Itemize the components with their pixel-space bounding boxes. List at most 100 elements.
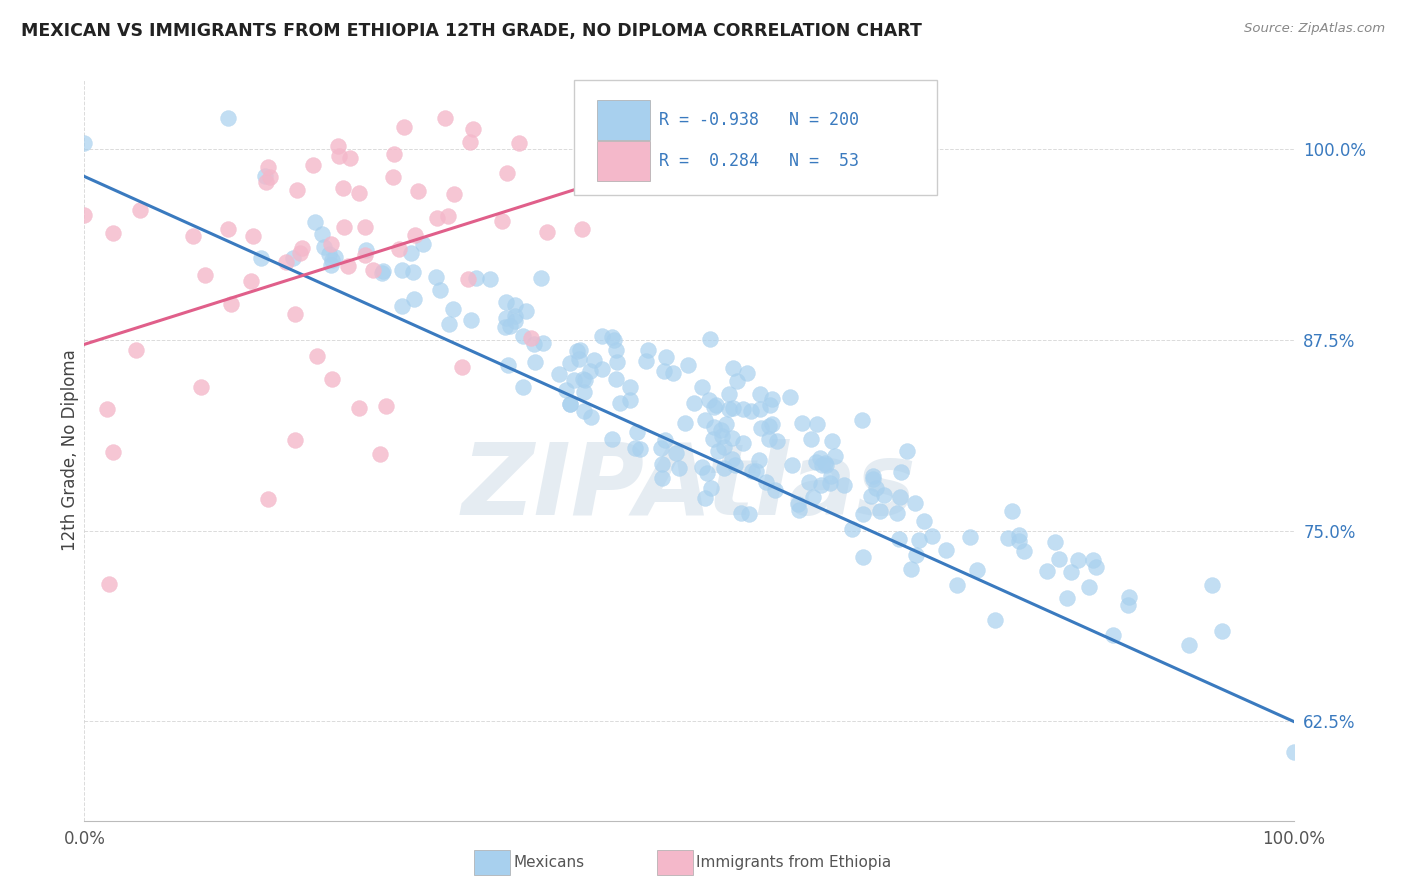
Point [1056, 591, 1078, 605]
Point [761, 392, 783, 407]
Point [721, 452, 744, 467]
Point [824, 449, 846, 463]
Point [373, 264, 395, 278]
Point [307, 349, 329, 363]
Point [1060, 566, 1083, 580]
Point [890, 465, 912, 479]
Point [690, 460, 713, 475]
Point [512, 380, 534, 394]
Point [285, 183, 308, 197]
Point [603, 333, 626, 347]
Point [284, 307, 307, 321]
Point [281, 252, 304, 266]
FancyBboxPatch shape [598, 141, 650, 181]
Point [328, 149, 350, 163]
Point [723, 361, 745, 376]
Point [259, 169, 281, 184]
Point [579, 410, 602, 425]
Point [571, 372, 593, 386]
Point [530, 270, 553, 285]
Point [912, 514, 935, 528]
Point [326, 139, 349, 153]
Point [347, 186, 370, 200]
Point [382, 169, 405, 184]
Point [568, 351, 591, 366]
Point [302, 158, 325, 172]
Point [291, 242, 314, 256]
Point [946, 578, 969, 592]
Point [242, 229, 264, 244]
Point [312, 240, 335, 254]
Point [523, 337, 546, 351]
Point [374, 399, 396, 413]
Point [804, 455, 827, 469]
Text: Mexicans: Mexicans [513, 855, 585, 870]
Point [665, 446, 688, 460]
Point [1036, 564, 1059, 578]
Point [865, 481, 887, 495]
Point [391, 299, 413, 313]
Point [181, 229, 204, 244]
Point [478, 272, 501, 286]
Point [284, 433, 307, 447]
Point [571, 222, 593, 236]
Point [194, 268, 217, 282]
Point [562, 373, 585, 387]
Point [628, 442, 651, 456]
Point [73, 136, 96, 150]
Point [748, 452, 770, 467]
Point [319, 236, 342, 251]
FancyBboxPatch shape [598, 100, 650, 139]
Point [859, 489, 882, 503]
Point [321, 372, 343, 386]
Point [579, 364, 602, 378]
Point [935, 543, 957, 558]
Point [591, 361, 613, 376]
Point [217, 222, 239, 236]
Point [766, 434, 789, 448]
Point [382, 147, 405, 161]
Point [600, 432, 623, 446]
Point [460, 313, 482, 327]
Point [800, 432, 823, 446]
Point [707, 444, 730, 458]
Point [984, 613, 1007, 627]
Point [821, 434, 844, 448]
Point [862, 469, 884, 483]
Point [763, 483, 786, 498]
Point [512, 329, 534, 343]
Point [703, 400, 725, 414]
Point [581, 175, 603, 189]
Point [907, 533, 929, 547]
Point [321, 253, 343, 268]
Point [354, 219, 377, 234]
Point [558, 397, 581, 411]
Point [572, 385, 595, 400]
Point [811, 458, 834, 473]
Point [655, 350, 678, 364]
Point [361, 263, 384, 277]
Point [759, 398, 782, 412]
Point [503, 309, 526, 323]
Point [749, 386, 772, 401]
Point [531, 335, 554, 350]
Point [700, 481, 723, 495]
Point [73, 208, 96, 222]
Point [806, 417, 828, 431]
Point [433, 112, 456, 126]
Point [651, 471, 673, 485]
Point [693, 491, 716, 506]
Point [332, 180, 354, 194]
Point [744, 464, 766, 478]
Point [702, 432, 724, 446]
Point [841, 522, 863, 536]
Point [347, 401, 370, 416]
Point [249, 252, 271, 266]
Point [721, 401, 744, 415]
Point [851, 550, 873, 565]
Point [503, 298, 526, 312]
Point [323, 250, 346, 264]
Point [547, 367, 569, 381]
Point [254, 169, 277, 183]
Point [873, 488, 896, 502]
